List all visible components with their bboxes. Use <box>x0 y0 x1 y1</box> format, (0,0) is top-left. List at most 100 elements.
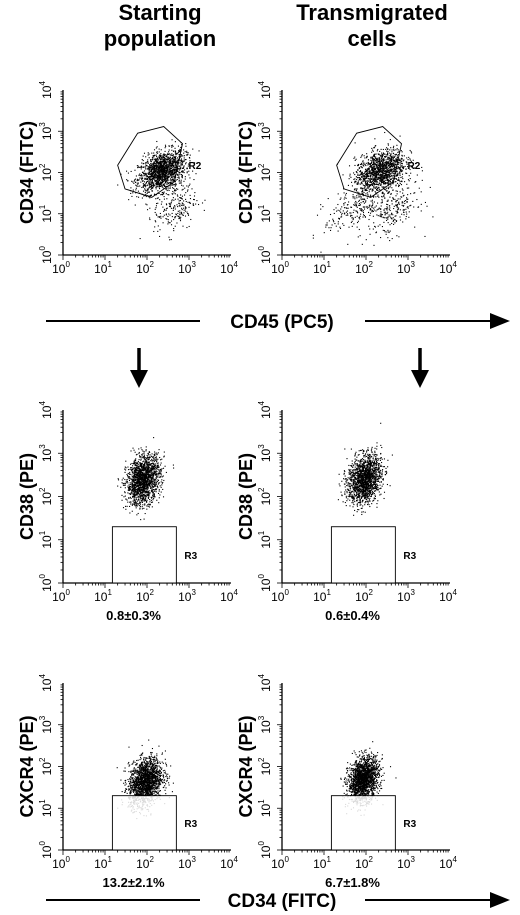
event-dot <box>372 182 374 184</box>
event-dot <box>358 200 360 202</box>
event-dot <box>169 167 171 169</box>
event-dot <box>134 169 136 171</box>
event-dot <box>383 183 385 185</box>
event-dot <box>148 191 150 193</box>
event-dot <box>387 144 389 146</box>
event-dot <box>390 163 392 165</box>
event-dot <box>171 149 173 151</box>
event-dot <box>390 160 392 162</box>
event-dot <box>372 171 375 173</box>
event-dot <box>381 163 384 165</box>
event-dot <box>372 158 374 160</box>
event-dot <box>158 186 160 188</box>
event-dot <box>366 177 368 179</box>
event-dot <box>369 204 371 206</box>
event-dot <box>335 225 337 227</box>
event-dot <box>350 206 353 208</box>
event-dot <box>399 191 401 193</box>
event-dot <box>144 175 146 177</box>
event-dot <box>386 158 388 160</box>
event-dot <box>184 169 186 171</box>
event-dot <box>398 201 400 203</box>
event-dot <box>368 163 370 165</box>
event-dot <box>128 497 130 499</box>
event-dot <box>139 477 141 479</box>
event-dot <box>132 490 134 492</box>
event-dot <box>165 188 167 190</box>
event-dot <box>418 187 420 189</box>
event-dot <box>182 167 185 169</box>
event-dot <box>182 204 184 207</box>
event-dot <box>393 156 395 158</box>
event-dot <box>327 198 329 200</box>
event-dot <box>376 186 378 188</box>
event-dot <box>180 213 182 215</box>
event-dot <box>122 483 124 485</box>
event-dot <box>172 167 174 169</box>
event-dot <box>141 479 143 481</box>
event-dot <box>381 200 383 202</box>
event-dot <box>364 178 366 180</box>
event-dot <box>167 153 169 155</box>
event-dot <box>146 180 148 183</box>
event-dot <box>180 211 182 213</box>
event-dot <box>360 173 362 175</box>
event-dot <box>139 505 141 507</box>
event-dot <box>167 174 169 176</box>
event-dot <box>379 164 381 166</box>
event-dot <box>156 180 158 182</box>
event-dot <box>398 168 400 170</box>
event-dot <box>180 182 182 184</box>
event-dot <box>336 210 338 212</box>
event-dot <box>139 173 141 175</box>
event-dot <box>181 189 183 191</box>
event-dot <box>162 157 164 159</box>
event-dot <box>374 206 376 208</box>
event-dot <box>164 168 166 170</box>
event-dot <box>167 179 169 181</box>
event-dot <box>125 498 127 500</box>
event-dot <box>135 507 137 509</box>
event-dot <box>399 135 401 137</box>
event-dot <box>142 465 145 467</box>
event-dot <box>375 158 378 160</box>
event-dot <box>153 456 155 458</box>
event-dot <box>166 159 168 161</box>
event-dot <box>376 166 378 169</box>
event-dot <box>384 156 386 158</box>
event-dot <box>432 216 434 218</box>
event-dot <box>388 180 390 182</box>
event-dot <box>387 162 389 164</box>
event-dot <box>177 210 179 212</box>
event-dot <box>159 165 161 167</box>
event-dot <box>387 192 389 194</box>
event-dot <box>383 186 385 188</box>
event-dot <box>129 512 131 514</box>
event-dot <box>380 179 382 181</box>
event-dot <box>130 187 132 189</box>
event-dot <box>386 206 388 208</box>
event-dot <box>380 174 382 176</box>
event-dot <box>403 166 405 168</box>
column-title-line2: population <box>103 26 217 51</box>
event-dot <box>141 475 143 477</box>
event-dot <box>156 174 158 176</box>
event-dot <box>145 203 147 205</box>
event-dot <box>165 209 167 211</box>
event-dot <box>141 162 143 164</box>
event-dot <box>365 170 367 172</box>
event-dot <box>146 457 148 459</box>
event-dot <box>385 164 387 166</box>
event-dot <box>164 183 166 185</box>
event-dot <box>373 175 375 177</box>
event-dot <box>157 216 159 218</box>
y-tick-exponent: 4 <box>38 81 47 86</box>
event-dot <box>155 171 157 173</box>
event-dot <box>129 496 131 498</box>
event-dot <box>196 162 198 164</box>
event-dot <box>373 177 375 180</box>
event-dot <box>379 166 381 168</box>
event-dot <box>170 159 172 161</box>
event-dot <box>138 474 140 476</box>
event-dot <box>148 176 150 179</box>
